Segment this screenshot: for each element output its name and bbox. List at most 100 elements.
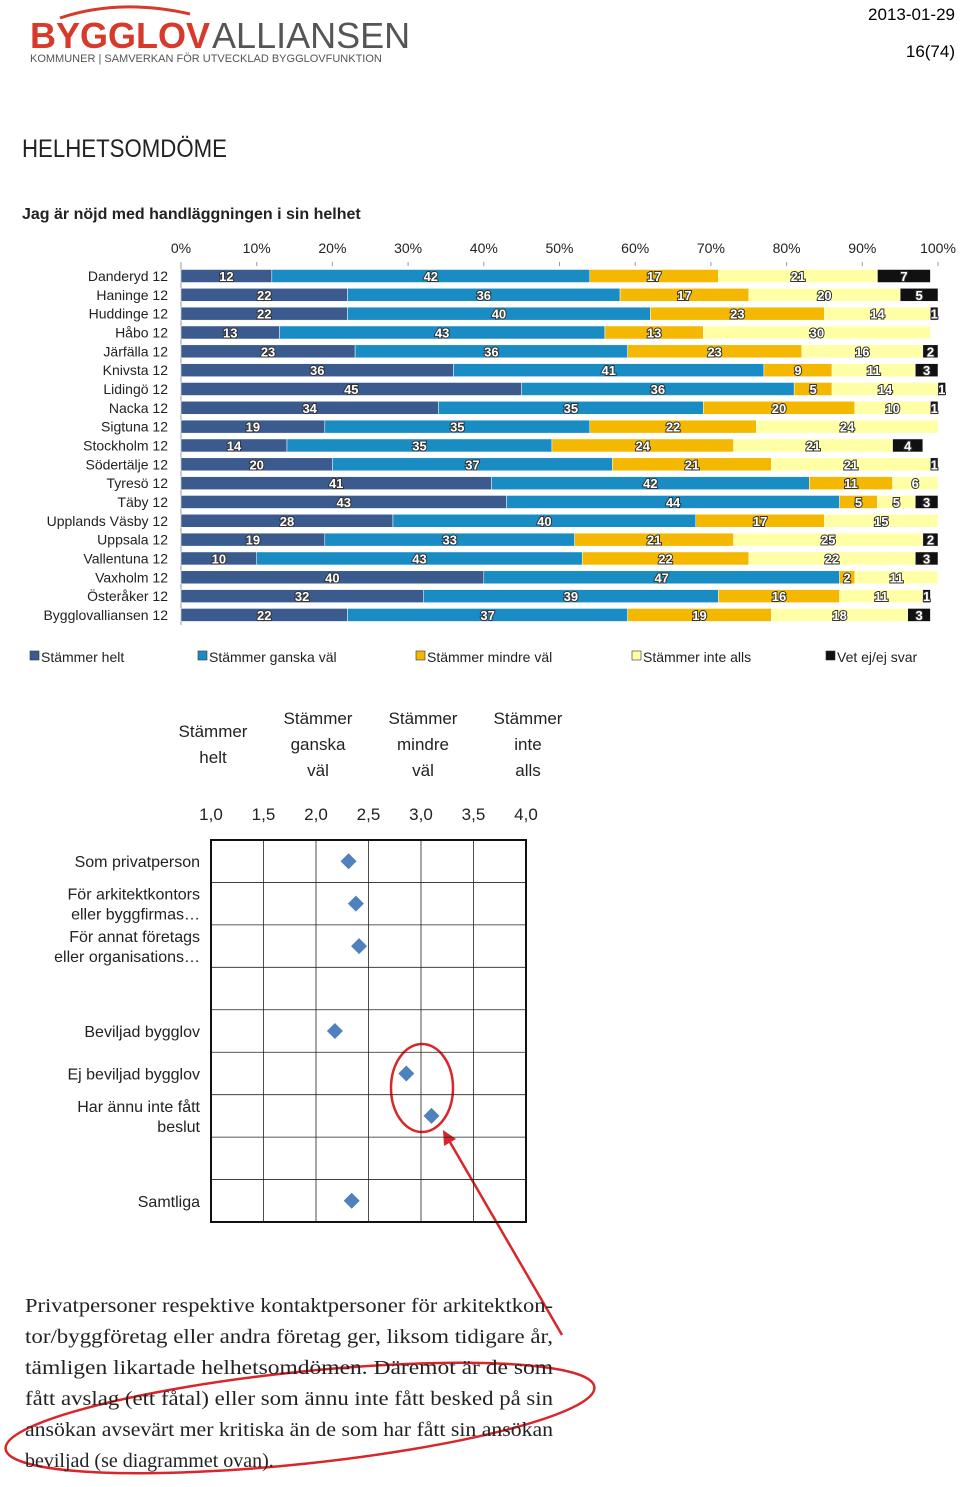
- data-label: 44: [666, 495, 681, 510]
- data-label: 23: [707, 344, 721, 359]
- x-tick-label: 2,0: [304, 805, 328, 824]
- data-label: 11: [844, 476, 858, 491]
- x-tick-label: 1,5: [252, 805, 276, 824]
- bar-segment: [756, 419, 939, 434]
- paragraph-line: tor/byggföretag eller andra företag ger,…: [25, 1326, 553, 1348]
- data-label: 3: [923, 363, 930, 378]
- category-label: Vallentuna 12: [83, 550, 168, 566]
- page-number: 16(74): [906, 42, 955, 61]
- data-label: 11: [874, 589, 888, 604]
- data-label: 12: [219, 269, 233, 284]
- bar-segment: [854, 570, 939, 585]
- data-label: 35: [564, 401, 578, 416]
- data-label: 5: [855, 495, 862, 510]
- data-label: 19: [246, 533, 260, 548]
- data-label: 6: [912, 476, 919, 491]
- plot-frame: [210, 839, 527, 1223]
- scale-label: Stämmer mindre väl: [389, 709, 458, 780]
- data-label: 23: [730, 307, 744, 322]
- bar-segment: [922, 589, 931, 603]
- data-label: 33: [443, 533, 457, 548]
- data-label: 25: [821, 533, 835, 548]
- data-label: 5: [915, 288, 922, 303]
- data-label: 20: [249, 457, 263, 472]
- bar-segment: [915, 363, 939, 377]
- data-label: 19: [692, 608, 706, 623]
- data-label: 36: [477, 288, 491, 303]
- data-label: 40: [492, 307, 506, 322]
- bar-segment: [915, 495, 939, 509]
- x-tick-label: 1,0: [199, 805, 223, 824]
- logo-swoosh: [59, 5, 191, 20]
- data-label: 22: [658, 551, 672, 566]
- dot-marker: [340, 853, 357, 870]
- data-label: 47: [654, 570, 668, 585]
- x-tick-label: 70%: [697, 240, 725, 256]
- category-label: Uppsala 12: [97, 532, 168, 548]
- category-label: För annat företags eller organisations…: [54, 929, 200, 966]
- data-label: 10: [885, 401, 899, 416]
- data-label: 16: [855, 344, 869, 359]
- legend-swatch: [631, 650, 642, 661]
- data-label: 22: [666, 420, 680, 435]
- category-label: Södertälje 12: [85, 456, 168, 472]
- legend-swatch: [825, 650, 836, 661]
- x-tick-label: 4,0: [514, 805, 538, 824]
- annotation-circle: [389, 1042, 455, 1134]
- data-label: 3: [915, 608, 922, 623]
- x-tick-label: 60%: [621, 240, 649, 256]
- data-label: 5: [893, 495, 900, 510]
- x-tick-label: 100%: [920, 240, 956, 256]
- bar-segment: [892, 476, 939, 490]
- data-label: 3: [923, 551, 930, 566]
- dot-marker: [326, 1023, 343, 1039]
- paragraph-line: fått avslag (ett fåtal) eller som ännu i…: [25, 1388, 553, 1410]
- data-label: 37: [465, 457, 479, 472]
- legend-swatch: [29, 650, 40, 661]
- data-label: 43: [337, 495, 351, 510]
- data-label: 41: [601, 363, 615, 378]
- data-label: 21: [806, 438, 820, 453]
- data-label: 11: [889, 570, 903, 585]
- data-label: 39: [564, 589, 578, 604]
- x-tick-label: 3,0: [409, 805, 433, 824]
- bar-segment: [907, 608, 931, 622]
- bar-segment: [922, 344, 939, 359]
- data-label: 28: [280, 514, 294, 529]
- bar-segment: [915, 551, 939, 566]
- x-tick-label: 30%: [394, 240, 422, 256]
- data-label: 41: [329, 476, 343, 491]
- category-label: Beviljad bygglov: [84, 1024, 200, 1041]
- x-tick-label: 50%: [545, 240, 573, 256]
- category-label: Lidingö 12: [103, 381, 168, 397]
- category-label: Ej beviljad bygglov: [67, 1066, 200, 1083]
- category-label: Täby 12: [117, 494, 168, 510]
- data-label: 16: [772, 589, 786, 604]
- data-label: 21: [844, 457, 858, 472]
- legend-label: Stämmer helt: [41, 649, 124, 665]
- x-tick-label: 2,5: [357, 805, 381, 824]
- paragraph-line: Privatpersoner respektive kontaktpersone…: [25, 1295, 553, 1317]
- category-label: Bygglovalliansen 12: [43, 607, 168, 623]
- data-label: 11: [867, 363, 881, 378]
- category-label: Järfälla 12: [103, 343, 168, 359]
- data-label: 9: [794, 363, 801, 378]
- data-label: 2: [927, 533, 934, 548]
- category-label: Haninge 12: [96, 287, 168, 303]
- bar-segment: [937, 382, 946, 396]
- data-label: 36: [310, 363, 324, 378]
- data-label: 42: [424, 269, 438, 284]
- data-label: 13: [647, 325, 661, 340]
- category-label: Vaxholm 12: [95, 569, 168, 585]
- x-tick-label: 10%: [243, 240, 271, 256]
- bar-segment: [824, 514, 939, 528]
- logo-tagline: KOMMUNER | SAMVERKAN FÖR UTVECKLAD BYGGL…: [30, 53, 382, 65]
- category-label: Sigtuna 12: [101, 419, 168, 435]
- data-label: 22: [257, 288, 271, 303]
- x-tick-label: 20%: [318, 240, 346, 256]
- data-label: 35: [450, 420, 464, 435]
- category-label: Har ännu inte fått beslut: [77, 1098, 200, 1136]
- section-title: HELHETSOMDÖME: [22, 135, 227, 163]
- data-label: 22: [257, 307, 271, 322]
